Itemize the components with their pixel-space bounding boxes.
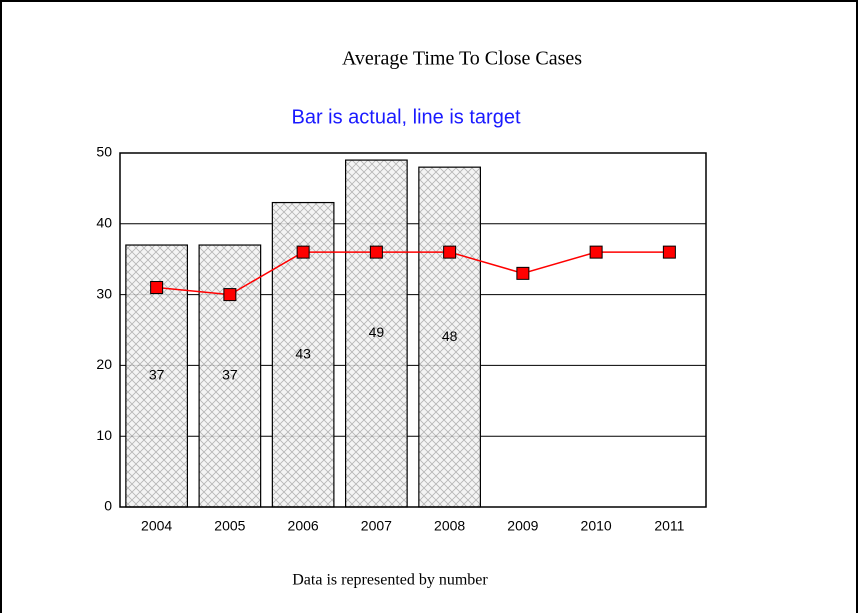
x-tick-label: 2005 <box>214 518 245 534</box>
target-marker <box>223 288 237 302</box>
x-tick-label: 2007 <box>361 518 392 534</box>
chart-note: Data is represented by number <box>292 572 488 589</box>
x-tick-label: 2004 <box>141 518 172 534</box>
target-marker <box>589 245 603 259</box>
y-tick-label: 30 <box>96 285 112 301</box>
target-marker <box>662 245 676 259</box>
target-line <box>156 251 670 296</box>
x-tick-label: 2010 <box>581 518 612 534</box>
target-marker <box>369 245 383 259</box>
plot-frame <box>119 152 707 508</box>
target-marker <box>443 245 457 259</box>
chart-title: Average Time To Close Cases <box>342 48 582 70</box>
bar <box>345 159 408 508</box>
target-marker <box>150 281 164 295</box>
x-tick-label: 2008 <box>434 518 465 534</box>
y-tick-label: 20 <box>96 356 112 372</box>
chart-subtitle: Bar is actual, line is target <box>292 106 521 128</box>
y-tick-label: 50 <box>96 144 112 160</box>
x-tick-label: 2011 <box>654 518 684 534</box>
target-marker <box>296 245 310 259</box>
data-label: 48 <box>442 328 458 344</box>
x-tick-label: 2006 <box>288 518 319 534</box>
target-marker <box>516 266 530 280</box>
data-label: 37 <box>222 367 238 383</box>
bar <box>418 166 481 508</box>
plot-area: 0 10 20 30 40 50 2004 2005 2006 2007 2008 2009 2010 2… <box>96 144 707 534</box>
data-label: 43 <box>295 345 311 361</box>
y-tick-label: 10 <box>96 427 112 443</box>
y-tick-label: 40 <box>96 215 112 231</box>
y-tick-label: 0 <box>104 498 112 514</box>
data-label: 37 <box>149 367 165 383</box>
data-label: 49 <box>369 324 385 340</box>
x-tick-label: 2009 <box>507 518 538 534</box>
